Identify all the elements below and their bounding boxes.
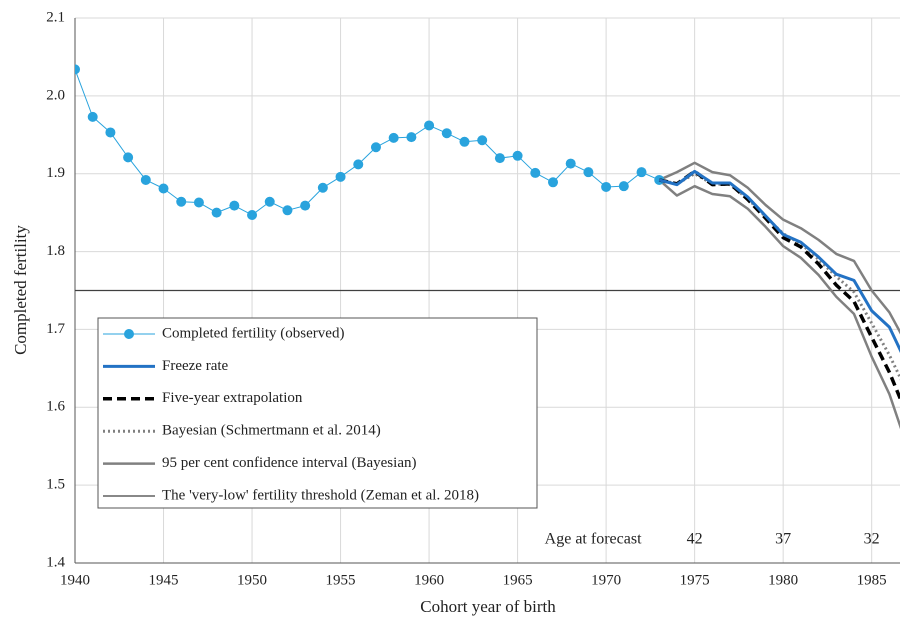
- x-tick-label: 1950: [237, 572, 267, 588]
- legend-label: Freeze rate: [162, 358, 229, 374]
- point: [229, 200, 240, 211]
- point: [565, 158, 576, 169]
- point: [601, 181, 612, 192]
- point: [636, 167, 647, 178]
- x-tick-label: 1955: [326, 572, 356, 588]
- point: [353, 159, 364, 170]
- series-line: [658, 169, 900, 354]
- legend-label: 95 per cent confidence interval (Bayesia…: [162, 455, 416, 471]
- x-tick-label: 1970: [591, 572, 621, 588]
- legend-label: Bayesian (Schmertmann et al. 2014): [162, 423, 381, 439]
- point: [459, 136, 470, 147]
- plot-area: [75, 64, 900, 430]
- y-tick-label: 1.7: [46, 321, 65, 337]
- point: [105, 127, 116, 138]
- x-tick-label: 1985: [857, 572, 887, 588]
- y-tick-label: 1.5: [46, 477, 65, 493]
- series-line: [658, 172, 900, 381]
- legend-label: The 'very-low' fertility threshold (Zema…: [162, 487, 479, 503]
- series-line: [658, 169, 900, 403]
- point: [87, 111, 98, 122]
- legend-marker: [124, 329, 134, 339]
- legend-label: Five-year extrapolation: [162, 390, 303, 406]
- point: [388, 132, 399, 143]
- point: [530, 167, 541, 178]
- x-axis-label: Cohort year of birth: [420, 597, 556, 616]
- y-tick-label: 1.4: [46, 554, 65, 570]
- y-tick-label: 2.1: [46, 9, 65, 25]
- x-tick-label: 1945: [149, 572, 179, 588]
- annotation: 42: [687, 531, 703, 548]
- x-tick-label: 1975: [680, 572, 710, 588]
- point: [317, 182, 328, 193]
- x-tick-label: 1965: [503, 572, 533, 588]
- x-tick-label: 1940: [60, 572, 90, 588]
- x-tick-label: 1960: [414, 572, 444, 588]
- point: [406, 132, 417, 143]
- point: [618, 181, 629, 192]
- legend-box: [97, 317, 538, 509]
- point: [494, 153, 505, 164]
- point: [140, 174, 151, 185]
- series-line: [75, 69, 660, 216]
- y-tick-label: 2.0: [46, 87, 65, 103]
- ci-lower: [658, 179, 900, 430]
- point: [424, 120, 435, 131]
- y-tick-label: 1.8: [46, 243, 65, 259]
- point: [512, 150, 523, 161]
- annotation: 37: [775, 531, 791, 548]
- point: [176, 196, 187, 207]
- y-tick-label: 1.9: [46, 165, 65, 181]
- point: [211, 207, 222, 218]
- point: [193, 197, 204, 208]
- point: [282, 205, 293, 216]
- point: [123, 152, 134, 163]
- point: [583, 167, 594, 178]
- y-axis-label: Completed fertility: [11, 225, 30, 355]
- legend-label: Completed fertility (observed): [162, 325, 344, 341]
- ci-upper: [658, 161, 900, 335]
- point: [441, 128, 452, 139]
- point: [75, 64, 80, 75]
- point: [477, 135, 488, 146]
- point: [247, 209, 258, 220]
- point: [548, 177, 559, 188]
- point: [300, 200, 311, 211]
- point: [335, 171, 346, 182]
- annotation: Age at forecast: [545, 531, 642, 548]
- point: [158, 183, 169, 194]
- point: [370, 142, 381, 153]
- x-tick-label: 1980: [768, 572, 798, 588]
- y-tick-label: 1.6: [46, 399, 65, 415]
- annotation: 32: [864, 531, 880, 548]
- point: [264, 196, 275, 207]
